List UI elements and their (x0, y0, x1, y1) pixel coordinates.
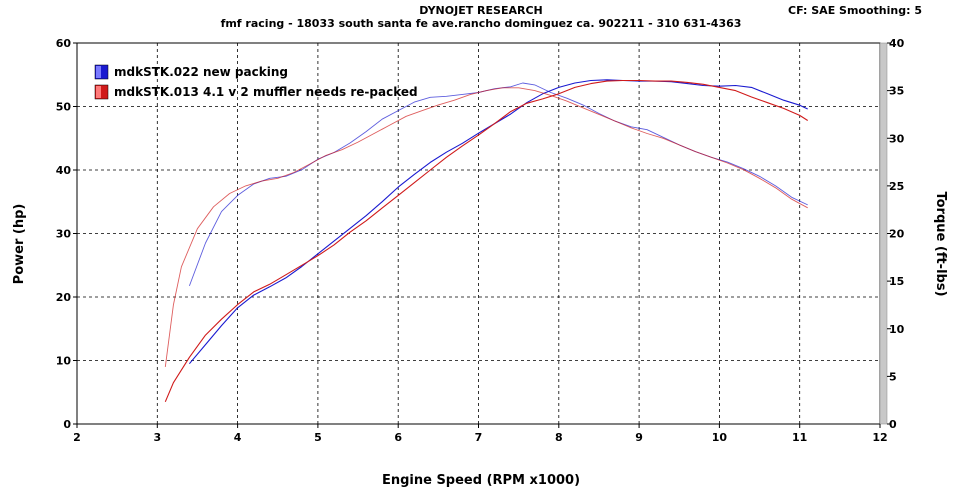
y-tick-label: 20 (56, 291, 72, 304)
x-tick-label: 12 (872, 431, 887, 444)
y-tick-label: 0 (63, 418, 71, 431)
y2-tick-label: 30 (889, 132, 905, 145)
y2-tick-label: 15 (889, 275, 904, 288)
y-tick-label: 50 (56, 101, 72, 114)
legend: mdkSTK.022 new packing mdkSTK.013 4.1 v … (94, 64, 418, 100)
legend-label-series-2: mdkSTK.013 4.1 v 2 muffler needs re-pack… (114, 85, 418, 99)
y2-tick-label: 35 (889, 85, 904, 98)
y2-axis-label: Torque (ft-lbs) (933, 191, 948, 296)
x-tick-label: 9 (635, 431, 643, 444)
x-tick-label: 2 (73, 431, 81, 444)
legend-swatch-blue-highlight (96, 66, 101, 78)
series-2-power-line (164, 79, 808, 403)
y-tick-label: 30 (56, 228, 72, 241)
x-tick-label: 6 (394, 431, 402, 444)
y2-tick-label: 0 (889, 418, 897, 431)
x-tick-label: 4 (234, 431, 242, 444)
y2-tick-label: 10 (889, 323, 905, 336)
y2-tick-label: 20 (889, 228, 905, 241)
legend-label-series-1: mdkSTK.022 new packing (114, 65, 288, 79)
y2-tick-label: 40 (889, 37, 905, 50)
x-axis-label: Engine Speed (RPM x1000) (382, 473, 580, 488)
series-2-torque-line (164, 87, 808, 367)
y2-tick-label: 25 (889, 180, 904, 193)
chart-subtitle: fmf racing - 18033 south santa fe ave.ra… (221, 17, 742, 30)
x-tick-label: 10 (712, 431, 728, 444)
chart-title: DYNOJET RESEARCH (419, 4, 542, 17)
y-tick-label: 60 (56, 37, 72, 50)
y-tick-label: 10 (56, 355, 72, 368)
y2-axis-ticks: 0 5 10 15 20 25 30 35 40 (887, 37, 905, 431)
y-axis-label: Power (hp) (12, 204, 27, 285)
y-axis-ticks: 0 10 20 30 40 50 60 (56, 37, 77, 431)
x-tick-label: 5 (314, 431, 322, 444)
series-layer (164, 79, 808, 403)
right-axis-band (879, 42, 888, 425)
y-tick-label: 40 (56, 164, 72, 177)
y2-tick-label: 5 (889, 370, 897, 383)
x-axis-ticks: 2 3 4 5 6 7 8 9 10 11 12 (73, 424, 888, 444)
x-tick-label: 11 (792, 431, 807, 444)
x-tick-label: 3 (153, 431, 161, 444)
x-tick-label: 7 (475, 431, 483, 444)
chart-settings: CF: SAE Smoothing: 5 (788, 4, 922, 17)
x-tick-label: 8 (555, 431, 563, 444)
legend-swatch-red-highlight (96, 86, 101, 98)
